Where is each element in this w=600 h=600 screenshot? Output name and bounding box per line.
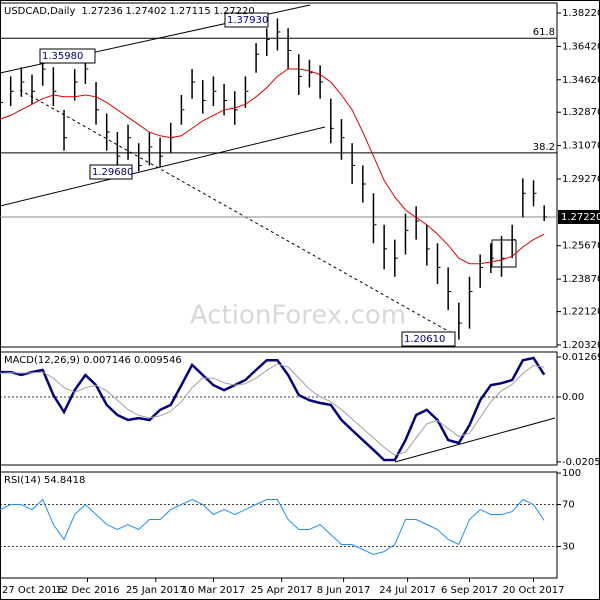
panel-title: MACD(12,26,9) 0.007146 0.009546 bbox=[4, 355, 182, 366]
trend-line bbox=[19, 89, 456, 336]
y-tick-label: 1.29270 bbox=[562, 174, 600, 185]
y-tick-label: 70 bbox=[562, 500, 575, 511]
y-tick-label: 0.012698 bbox=[562, 352, 600, 363]
header-value: 1.27115 bbox=[169, 6, 210, 17]
y-tick-label: 1.34620 bbox=[562, 75, 600, 86]
panel bbox=[0, 2, 558, 348]
x-tick-label: 24 Jul 2017 bbox=[379, 585, 436, 596]
y-tick-label: -0.020599 bbox=[562, 457, 600, 468]
x-tick-label: 27 Oct 2016 bbox=[2, 585, 64, 596]
header-value: 1.27236 bbox=[81, 6, 122, 17]
level-box bbox=[401, 331, 456, 347]
panel bbox=[0, 351, 558, 466]
last-price-label: 1.27220 bbox=[561, 212, 600, 223]
y-tick-label: 1.22120 bbox=[562, 307, 600, 318]
level-label: 1.37930 bbox=[227, 15, 268, 26]
y-tick-label: 100 bbox=[562, 468, 581, 479]
y-tick-label: 1.32870 bbox=[562, 107, 600, 118]
level-box bbox=[89, 164, 133, 180]
y-tick-label: 1.25670 bbox=[562, 241, 600, 252]
level-box bbox=[224, 12, 269, 28]
y-tick-label: 0.00 bbox=[562, 392, 584, 403]
header-value: 1.27220 bbox=[213, 6, 254, 17]
fib-label: 38.2 bbox=[533, 142, 555, 153]
level-box bbox=[39, 48, 96, 64]
panel-title: RSI(14) 54.8418 bbox=[4, 475, 85, 486]
header-value: 1.27402 bbox=[125, 6, 166, 17]
macd-trend-line bbox=[394, 417, 556, 463]
watermark: ActionForex.com bbox=[190, 301, 406, 331]
x-tick-label: 10 Mar 2017 bbox=[182, 585, 245, 596]
level-label: 1.29680 bbox=[92, 167, 133, 178]
x-tick-label: 25 Apr 2017 bbox=[251, 585, 313, 596]
y-tick-label: 1.36420 bbox=[562, 41, 600, 52]
x-tick-label: 20 Oct 2017 bbox=[503, 585, 565, 596]
y-tick-label: 1.20320 bbox=[562, 340, 600, 351]
y-tick-label: 1.31070 bbox=[562, 141, 600, 152]
y-tick-label: 30 bbox=[562, 542, 575, 553]
indicator-line bbox=[0, 498, 545, 556]
panel bbox=[0, 471, 558, 579]
y-tick-label: 1.23870 bbox=[562, 274, 600, 285]
moving-average bbox=[0, 68, 545, 265]
fib-label: 61.8 bbox=[533, 27, 555, 38]
x-tick-label: 25 Jan 2017 bbox=[126, 585, 186, 596]
x-tick-label: 12 Dec 2016 bbox=[56, 585, 120, 596]
level-label: 1.35980 bbox=[42, 51, 83, 62]
panel-title: USDCAD,Daily bbox=[4, 6, 75, 17]
last-price-box bbox=[558, 210, 600, 225]
channel-lower bbox=[0, 126, 326, 207]
indicator-line bbox=[0, 363, 545, 456]
x-tick-label: 8 Jun 2017 bbox=[317, 585, 371, 596]
level-label: 1.20610 bbox=[404, 334, 445, 345]
y-tick-label: 1.38220 bbox=[562, 8, 600, 19]
x-tick-label: 6 Sep 2017 bbox=[441, 585, 498, 596]
indicator-line bbox=[0, 356, 546, 462]
